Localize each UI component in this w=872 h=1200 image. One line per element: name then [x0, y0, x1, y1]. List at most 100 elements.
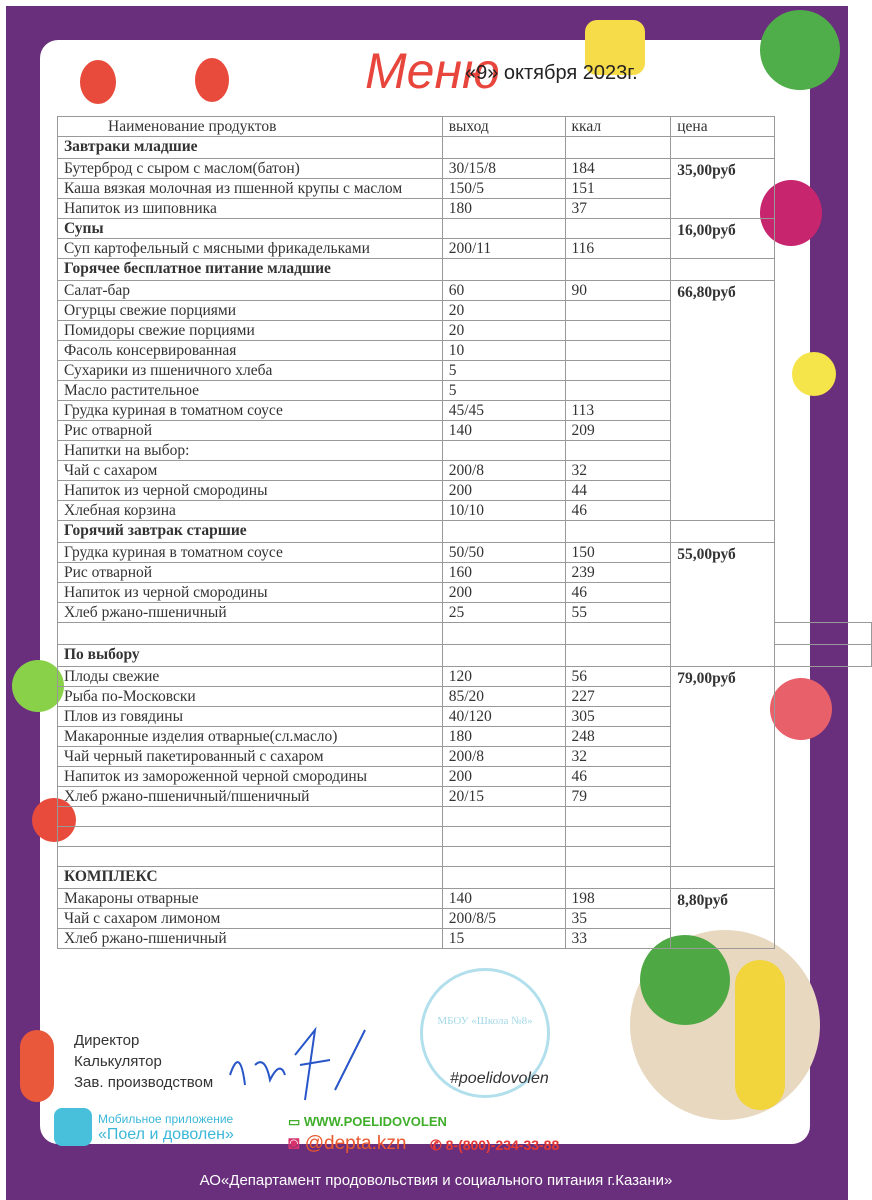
item-output	[441, 440, 566, 461]
item-name: Супы	[57, 218, 443, 239]
item-output: 25	[441, 602, 566, 623]
footer-organization: АО«Департамент продовольствия и социальн…	[199, 1172, 673, 1189]
item-price	[670, 866, 775, 889]
item-kcal	[564, 622, 672, 645]
website-link[interactable]: ▭ WWW.POELIDOVOLEN	[288, 1114, 447, 1130]
tomato-decoration	[80, 60, 116, 104]
item-name: Напиток из шиповника	[57, 198, 443, 219]
item-output: 120	[441, 666, 566, 687]
item-output: 150/5	[441, 178, 566, 199]
item-output: 140	[441, 420, 566, 441]
item-kcal: 46	[564, 766, 672, 787]
item-kcal	[564, 136, 672, 159]
item-name: Чай черный пакетированный с сахаром	[57, 746, 443, 767]
item-output	[441, 644, 566, 667]
app-like-icon	[54, 1108, 92, 1146]
item-name: Салат-бар	[57, 280, 443, 301]
item-name: Макароны отварные	[57, 888, 443, 909]
item-output: 200	[441, 582, 566, 603]
section-row: Супы 16,00руб	[57, 218, 872, 259]
table-row: Сухарики из пшеничного хлеба 5	[57, 360, 872, 381]
item-name: Хлебная корзина	[57, 500, 443, 521]
signature-director: Директор	[74, 1032, 140, 1049]
item-kcal	[564, 340, 672, 361]
item-kcal: 46	[564, 500, 672, 521]
item-price: 66,80руб	[670, 280, 775, 521]
item-name: Рыба по-Московски	[57, 686, 443, 707]
item-output	[441, 806, 566, 827]
item-name: Чай с сахаром	[57, 460, 443, 481]
empty-price-cell	[773, 622, 872, 645]
signature-production-head: Зав. производством	[74, 1074, 214, 1091]
item-name: Чай с сахаром лимоном	[57, 908, 443, 929]
broccoli-decoration	[640, 935, 730, 1025]
table-row: Суп картофельный с мясными фрикадельками…	[57, 238, 872, 259]
item-name: Напиток из замороженной черной смородины	[57, 766, 443, 787]
table-row: Напиток из шиповника 180 37	[57, 198, 872, 219]
item-price: 55,00руб	[670, 542, 775, 667]
item-kcal: 32	[564, 460, 672, 481]
item-kcal: 209	[564, 420, 672, 441]
item-output: 5	[441, 380, 566, 401]
item-kcal: 198	[564, 888, 672, 909]
website-text: WWW.POELIDOVOLEN	[303, 1114, 447, 1129]
item-name: Плоды свежие	[57, 666, 443, 687]
item-output: 85/20	[441, 686, 566, 707]
banana-decoration	[735, 960, 785, 1110]
item-output: 140	[441, 888, 566, 909]
item-output: 15	[441, 928, 566, 949]
item-output	[441, 218, 566, 239]
table-row: Помидоры свежие порциями 20	[57, 320, 872, 341]
table-row	[57, 846, 872, 867]
table-row	[57, 622, 872, 645]
section-row: КОМПЛЕКС	[57, 866, 872, 889]
mobile-app-promo: Мобильное приложение «Поел и доволен»	[98, 1112, 234, 1144]
item-kcal	[564, 218, 672, 239]
item-name: Хлеб ржано-пшеничный/пшеничный	[57, 786, 443, 807]
table-row: Напитки на выбор:	[57, 440, 872, 461]
phone-text: 8-(800)-234-33-88	[445, 1137, 560, 1153]
menu-date: «9» октября 2023г.	[465, 62, 638, 84]
item-kcal: 56	[564, 666, 672, 687]
table-row: Хлеб ржано-пшеничный 25 55	[57, 602, 872, 623]
section-row: Завтраки младшие	[57, 136, 872, 159]
instagram-link[interactable]: ◙ @depta.kzn	[288, 1133, 406, 1155]
app-label: Мобильное приложение	[98, 1112, 234, 1126]
item-name: Плов из говядины	[57, 706, 443, 727]
item-name: Масло растительное	[57, 380, 443, 401]
carrot-decoration	[20, 1030, 54, 1102]
item-kcal: 46	[564, 582, 672, 603]
table-row: Макароны отварные 140 198 8,80руб	[57, 888, 872, 949]
item-kcal	[564, 866, 672, 889]
item-output: 200/11	[441, 238, 566, 259]
app-name: «Поел и доволен»	[98, 1126, 234, 1143]
table-row: Огурцы свежие порциями 20	[57, 300, 872, 321]
cucumber-decoration	[760, 10, 840, 90]
item-output: 20/15	[441, 786, 566, 807]
item-output	[441, 622, 566, 645]
column-header-kcal: ккал	[564, 116, 672, 137]
hashtag: #poelidovolen	[450, 1070, 549, 1087]
item-kcal: 116	[564, 238, 672, 259]
item-name: Каша вязкая молочная из пшенной крупы с …	[57, 178, 443, 199]
table-row: Грудка куриная в томатном соусе 45/45 113	[57, 400, 872, 421]
item-name: Бутерброд с сыром с маслом(батон)	[57, 158, 443, 179]
menu-table: Наименование продуктов выход ккал цена З…	[57, 116, 872, 949]
item-name: По выбору	[57, 644, 443, 667]
item-name: Напиток из черной смородины	[57, 480, 443, 501]
item-kcal: 150	[564, 542, 672, 563]
phone-number[interactable]: ✆ 8-(800)-234-33-88	[430, 1137, 559, 1154]
item-name: Напиток из черной смородины	[57, 582, 443, 603]
item-kcal: 79	[564, 786, 672, 807]
item-output	[441, 136, 566, 159]
item-name: Хлеб ржано-пшеничный	[57, 928, 443, 949]
item-price: 8,80руб	[670, 888, 775, 949]
item-name: Рис отварной	[57, 420, 443, 441]
item-kcal	[564, 300, 672, 321]
item-output: 180	[441, 198, 566, 219]
item-name: Напитки на выбор:	[57, 440, 443, 461]
item-output: 200/8	[441, 746, 566, 767]
item-name	[57, 806, 443, 827]
item-name: Суп картофельный с мясными фрикадельками	[57, 238, 443, 259]
item-output: 30/15/8	[441, 158, 566, 179]
